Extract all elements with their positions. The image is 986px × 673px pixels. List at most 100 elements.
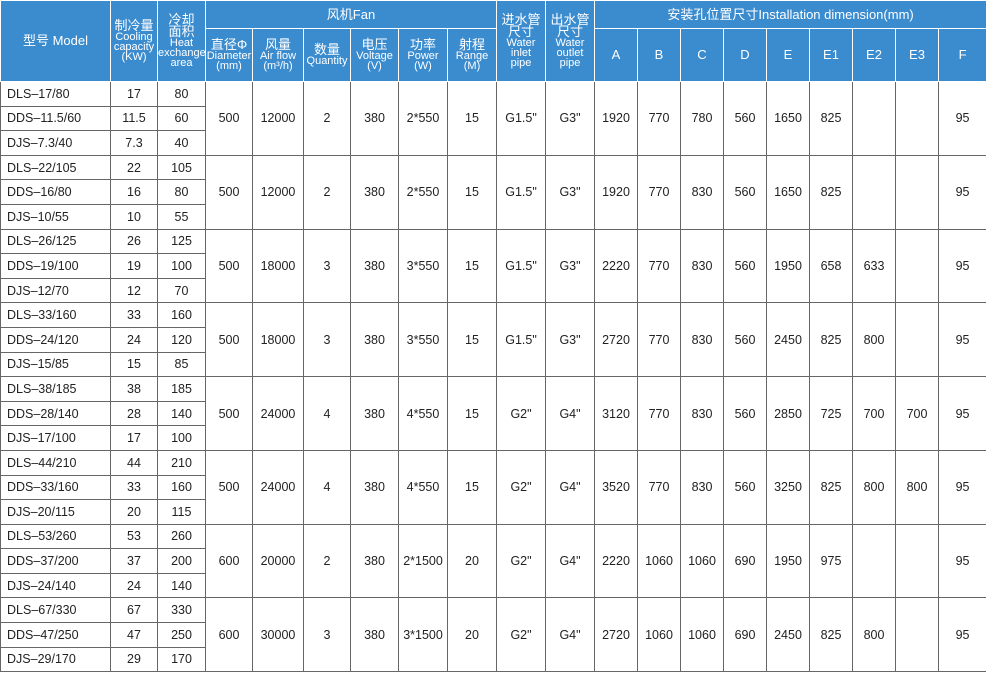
spec-cell: 3120	[594, 376, 638, 451]
spec-cell	[852, 154, 896, 230]
area-cell: 100	[157, 425, 206, 451]
spec-cell: G4"	[545, 523, 595, 599]
spec-cell: 830	[680, 154, 724, 230]
header-line: Cooling	[115, 31, 153, 43]
model-cell: DDS–28/140	[0, 400, 111, 427]
area-cell: 60	[157, 105, 206, 132]
spec-cell	[895, 597, 939, 673]
header-line: 冷却	[168, 12, 195, 27]
cooling-cell: 26	[110, 228, 158, 255]
header-cell: 制冷量 Cooling capacity (KW)	[110, 0, 158, 82]
body-row: DLS–22/105 22 105 500 12000 2 380 2*550 15 G1.5" G…	[0, 154, 986, 230]
cooling-cell: 53	[110, 523, 158, 550]
spec-cell: 500	[205, 449, 253, 525]
header-row: 型号 Model 制冷量 Cooling capacity (KW) 冷却 面积 Heat ex…	[0, 0, 986, 82]
spec-cell: G4"	[545, 597, 595, 673]
header-line: (V)	[367, 60, 382, 72]
spec-cell: G3"	[545, 154, 595, 230]
spec-cell: 380	[350, 523, 399, 599]
header-cell: F	[937, 28, 986, 82]
body-row: DJS–7.3/40 7.3 40	[0, 130, 986, 156]
header-line: (m³/h)	[263, 60, 293, 72]
area-cell: 70	[157, 277, 206, 304]
area-cell: 140	[157, 400, 206, 427]
area-cell: 125	[157, 228, 206, 255]
cooling-cell: 29	[110, 646, 158, 673]
header-line: area	[170, 57, 193, 69]
header-cell: C	[680, 28, 724, 82]
area-cell: 200	[157, 548, 206, 574]
cooling-cell: 33	[110, 302, 158, 328]
spec-cell: 24000	[252, 449, 304, 525]
model-cell: DLS–22/105	[0, 154, 111, 181]
header-cell: E1	[809, 28, 853, 82]
cooling-cell: 38	[110, 376, 158, 402]
spec-cell: G2"	[496, 523, 546, 599]
spec-cell: G1.5"	[496, 228, 546, 304]
spec-cell: 15	[447, 376, 497, 451]
spec-cell: 95	[937, 81, 986, 156]
spec-cell	[895, 302, 939, 378]
body-row: DLS–53/260 53 260 600 20000 2 380 2*1500 20 G2" G4…	[0, 523, 986, 599]
area-cell: 260	[157, 523, 206, 550]
spec-cell: 15	[447, 154, 497, 230]
model-cell: DLS–67/330	[0, 597, 111, 624]
spec-cell: 380	[350, 302, 399, 378]
cooling-cell: 24	[110, 572, 158, 599]
model-cell: DJS–29/170	[0, 646, 111, 673]
header-line: (mm)	[216, 60, 242, 72]
body-row: DDS–33/160 33 160	[0, 474, 986, 501]
cooling-cell: 24	[110, 326, 158, 353]
model-cell: DDS–19/100	[0, 253, 111, 279]
spec-cell: 700	[852, 376, 896, 451]
header-line: Quantity	[306, 55, 348, 67]
cooling-cell: 20	[110, 499, 158, 525]
header-cell: 进水管 尺寸 Water inlet pipe	[496, 0, 546, 82]
spec-cell: G3"	[545, 302, 595, 378]
spec-cell: 560	[723, 449, 767, 525]
header-line: (KW)	[121, 51, 147, 63]
cooling-cell: 16	[110, 179, 158, 205]
spec-cell: 380	[350, 228, 399, 304]
spec-cell: 830	[680, 228, 724, 304]
spec-cell: 20000	[252, 523, 304, 599]
spec-cell: 3	[303, 302, 351, 378]
group-header: 风机Fan	[205, 0, 497, 29]
header-line: 尺寸	[556, 24, 583, 39]
spec-cell: 15	[447, 81, 497, 156]
spec-cell: 20	[447, 523, 497, 599]
spec-cell: 4*550	[398, 376, 448, 451]
model-cell: DJS–12/70	[0, 277, 111, 304]
spec-cell: 770	[637, 228, 681, 304]
header-line: 功率	[409, 37, 436, 52]
header-cell: 风量 Air flow (m³/h)	[252, 28, 304, 82]
header-line: Air flow	[259, 50, 297, 62]
header-line: 风量	[264, 37, 291, 52]
model-cell: DJS–7.3/40	[0, 130, 111, 156]
header-cell: B	[637, 28, 681, 82]
area-cell: 115	[157, 499, 206, 525]
body-row: DDS–47/250 47 250	[0, 622, 986, 648]
spec-cell: 2720	[594, 302, 638, 378]
spec-cell: 3*550	[398, 302, 448, 378]
spec-cell: 830	[680, 449, 724, 525]
body-row: DDS–11.5/60 11.5 60	[0, 105, 986, 132]
spec-cell: 2450	[766, 597, 810, 673]
spec-cell: 800	[852, 449, 896, 525]
cooling-cell: 17	[110, 425, 158, 451]
header-cell: D	[723, 28, 767, 82]
header-cell: 电压 Voltage (V)	[350, 28, 399, 82]
cooling-cell: 28	[110, 400, 158, 427]
cooling-cell: 44	[110, 449, 158, 476]
spec-cell: 30000	[252, 597, 304, 673]
model-cell: DJS–15/85	[0, 351, 111, 378]
spec-cell: 2*550	[398, 154, 448, 230]
spec-cell: 1920	[594, 154, 638, 230]
spec-cell: 975	[809, 523, 853, 599]
header-line: 电压	[361, 37, 388, 52]
cooling-cell: 7.3	[110, 130, 158, 156]
spec-cell: 1920	[594, 81, 638, 156]
model-cell: DLS–53/260	[0, 523, 111, 550]
spec-cell: 690	[723, 597, 767, 673]
header-line: 进水管	[501, 12, 541, 27]
